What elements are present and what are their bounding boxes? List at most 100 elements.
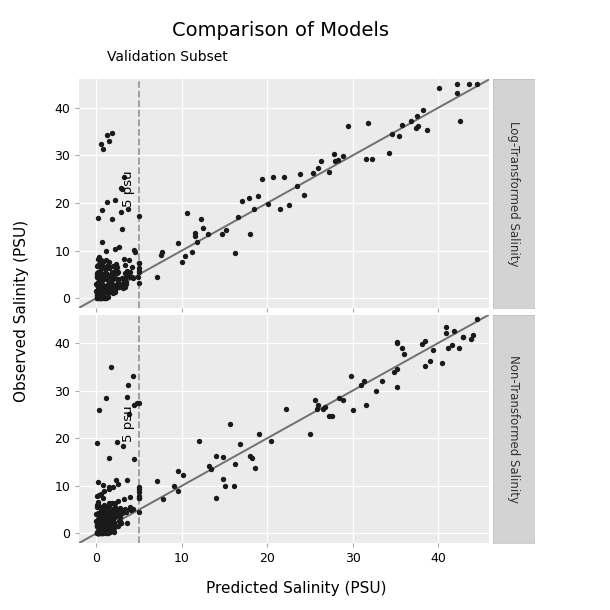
Point <box>102 504 112 514</box>
Point <box>96 277 106 287</box>
Point <box>93 260 102 270</box>
Point <box>198 223 208 232</box>
Point <box>113 508 123 518</box>
Point <box>99 510 109 520</box>
Point <box>104 512 114 522</box>
Point <box>180 251 190 260</box>
Point <box>134 493 144 503</box>
Point <box>93 291 103 301</box>
Point <box>107 269 117 279</box>
Point <box>134 272 143 282</box>
Point <box>113 275 123 285</box>
Point <box>93 497 103 507</box>
Point <box>295 169 305 179</box>
Point <box>99 523 109 533</box>
Point <box>110 502 120 512</box>
Point <box>93 277 103 287</box>
Point <box>102 504 112 514</box>
Point <box>114 517 124 526</box>
Point <box>106 526 116 536</box>
Point <box>275 204 285 214</box>
Point <box>103 515 113 525</box>
Point <box>230 459 240 469</box>
Point <box>101 520 110 529</box>
Point <box>92 516 101 526</box>
Point <box>103 273 113 282</box>
Point <box>95 284 104 294</box>
Point <box>109 504 118 514</box>
Point <box>102 509 112 518</box>
Point <box>102 522 112 532</box>
Point <box>134 278 144 288</box>
Point <box>134 493 144 503</box>
Point <box>94 279 104 289</box>
Point <box>101 262 110 271</box>
Point <box>101 268 111 278</box>
Point <box>98 524 108 534</box>
Point <box>266 436 276 446</box>
Point <box>104 279 113 289</box>
Point <box>95 290 105 300</box>
Point <box>343 121 353 131</box>
Point <box>129 245 139 255</box>
Point <box>268 172 278 182</box>
Point <box>115 279 124 289</box>
Point <box>94 273 104 283</box>
Point <box>107 287 117 297</box>
Point <box>102 130 112 140</box>
Point <box>156 251 166 260</box>
Point <box>94 515 104 525</box>
Point <box>97 502 107 512</box>
Point <box>92 286 102 296</box>
Point <box>112 437 121 447</box>
Point <box>103 281 113 290</box>
Point <box>254 429 264 439</box>
Point <box>95 516 104 526</box>
Point <box>312 404 321 414</box>
Point <box>110 498 120 508</box>
Point <box>187 246 197 256</box>
Point <box>152 476 162 486</box>
Point <box>93 213 103 223</box>
Point <box>117 207 126 217</box>
Point <box>218 453 228 462</box>
Point <box>367 154 377 163</box>
Point <box>97 283 107 293</box>
Point <box>217 229 227 239</box>
Point <box>117 279 126 289</box>
Point <box>96 267 106 277</box>
Point <box>99 514 109 523</box>
Point <box>93 526 102 536</box>
Point <box>422 125 432 135</box>
Point <box>229 481 239 490</box>
Point <box>134 492 144 501</box>
Point <box>101 284 111 293</box>
Point <box>173 466 183 476</box>
Point <box>348 405 357 415</box>
Point <box>110 506 120 516</box>
Point <box>247 453 257 463</box>
Point <box>356 380 366 390</box>
Point <box>122 269 132 279</box>
Point <box>124 255 134 265</box>
Point <box>96 528 106 538</box>
Text: Validation Subset: Validation Subset <box>107 50 228 64</box>
Point <box>96 511 106 521</box>
Point <box>99 288 109 298</box>
Point <box>107 280 117 290</box>
Point <box>284 200 294 210</box>
Point <box>113 274 123 284</box>
Point <box>452 79 462 89</box>
Point <box>102 509 112 518</box>
Point <box>93 502 102 512</box>
Point <box>96 290 106 300</box>
Point <box>245 193 254 203</box>
Point <box>130 248 140 257</box>
Point <box>100 282 110 292</box>
Point <box>399 350 409 359</box>
Point <box>94 287 104 296</box>
Point <box>104 511 113 520</box>
Point <box>417 339 427 349</box>
Point <box>94 281 104 290</box>
Point <box>390 367 400 376</box>
